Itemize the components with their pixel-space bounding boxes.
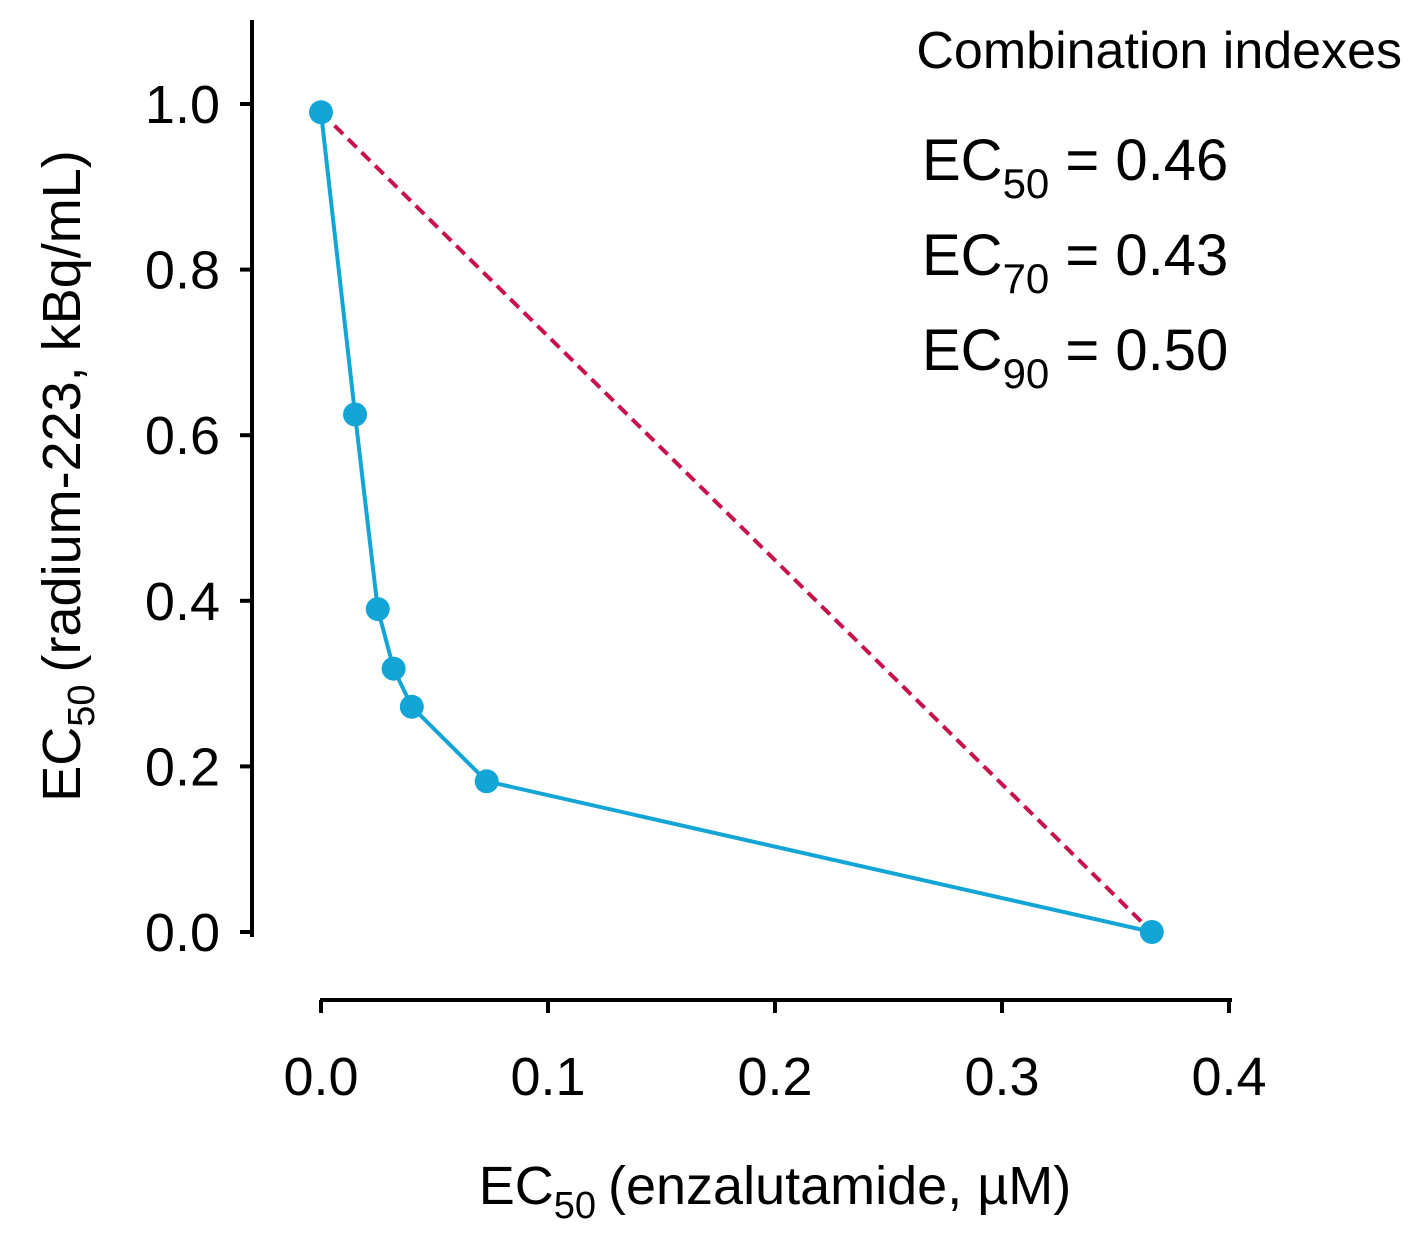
annotation-ec70-sub: 70 <box>1003 255 1050 302</box>
y-tick-label: 0.0 <box>145 903 220 963</box>
x-tick-label: 0.0 <box>283 1047 358 1107</box>
annotation-ec90-main: EC <box>922 318 1003 383</box>
data-point <box>343 402 368 427</box>
y-tick-label: 0.2 <box>145 737 220 797</box>
x-axis-ticks: 0.0 0.1 0.2 0.3 0.4 <box>283 1000 1267 1107</box>
annotation-ec90-value: = 0.50 <box>1049 318 1228 383</box>
x-axis-title-main: EC <box>479 1156 554 1216</box>
y-tick-label: 0.8 <box>145 241 220 301</box>
y-axis-ticks: 0.0 0.2 0.4 0.6 0.8 1.0 <box>145 75 252 963</box>
data-point <box>309 100 333 125</box>
annotation-ec50: EC50 = 0.46 <box>922 128 1228 207</box>
y-axis-title-main: EC <box>32 727 92 802</box>
x-tick-label: 0.1 <box>510 1047 585 1107</box>
x-tick-label: 0.2 <box>737 1047 812 1107</box>
y-tick-label: 1.0 <box>145 75 220 135</box>
annotation-ec90: EC90 = 0.50 <box>922 318 1228 397</box>
data-point <box>381 656 406 681</box>
annotation-ec70: EC70 = 0.43 <box>922 223 1228 302</box>
annotation-ec50-sub: 50 <box>1003 160 1050 207</box>
annotation-heading: Combination indexes <box>916 22 1402 80</box>
data-point <box>365 597 390 622</box>
annotation-ec90-sub: 90 <box>1003 350 1050 397</box>
x-axis-title: EC50 (enzalutamide, µM) <box>479 1156 1072 1227</box>
series-layer <box>309 100 1164 944</box>
additivity-line <box>319 110 1154 934</box>
y-tick-label: 0.4 <box>145 572 220 632</box>
y-tick-label: 0.6 <box>145 406 220 466</box>
y-axis-title-sub: 50 <box>61 684 103 726</box>
annotation-ec70-value: = 0.43 <box>1049 223 1228 288</box>
x-tick-label: 0.4 <box>1191 1047 1266 1107</box>
x-axis-title-sub: 50 <box>554 1185 596 1227</box>
annotation-ec50-value: = 0.46 <box>1049 128 1228 193</box>
y-axis-title: EC50 (radium-223, kBq/mL) <box>32 150 103 801</box>
y-axis-title-rest: (radium-223, kBq/mL) <box>32 150 92 672</box>
annotation-ec50-main: EC <box>922 128 1003 193</box>
x-axis-title-rest: (enzalutamide, µM) <box>608 1156 1071 1216</box>
data-point <box>474 769 499 794</box>
data-point <box>399 694 424 719</box>
data-point <box>1139 920 1164 944</box>
x-tick-label: 0.3 <box>964 1047 1039 1107</box>
annotation-ec70-main: EC <box>922 223 1003 288</box>
